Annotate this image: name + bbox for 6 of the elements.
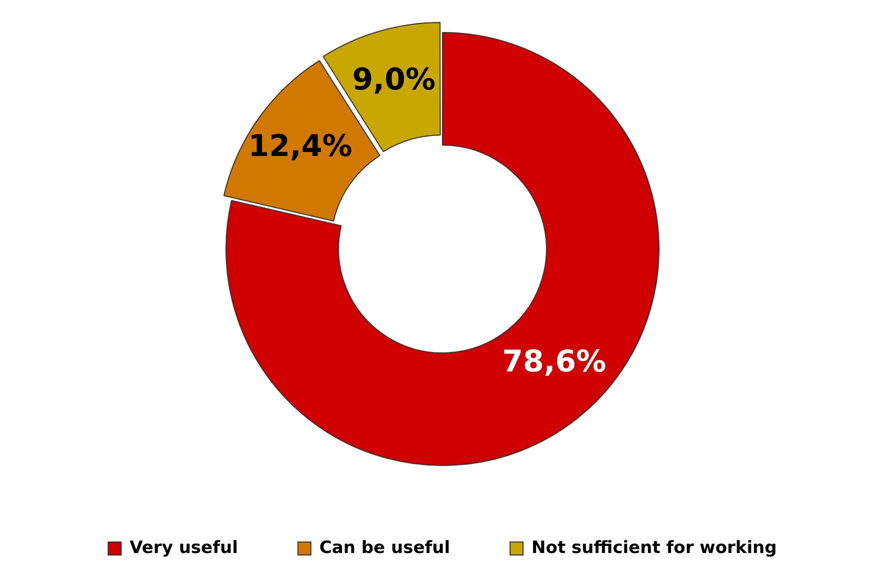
legend-label: Can be useful [319,538,450,558]
data-label: 78,6% [502,344,606,380]
data-label: 9,0% [352,62,436,98]
legend-label: Not sufficient for working [532,538,777,558]
legend-label: Very useful [130,538,238,558]
data-label: 12,4% [248,129,352,164]
